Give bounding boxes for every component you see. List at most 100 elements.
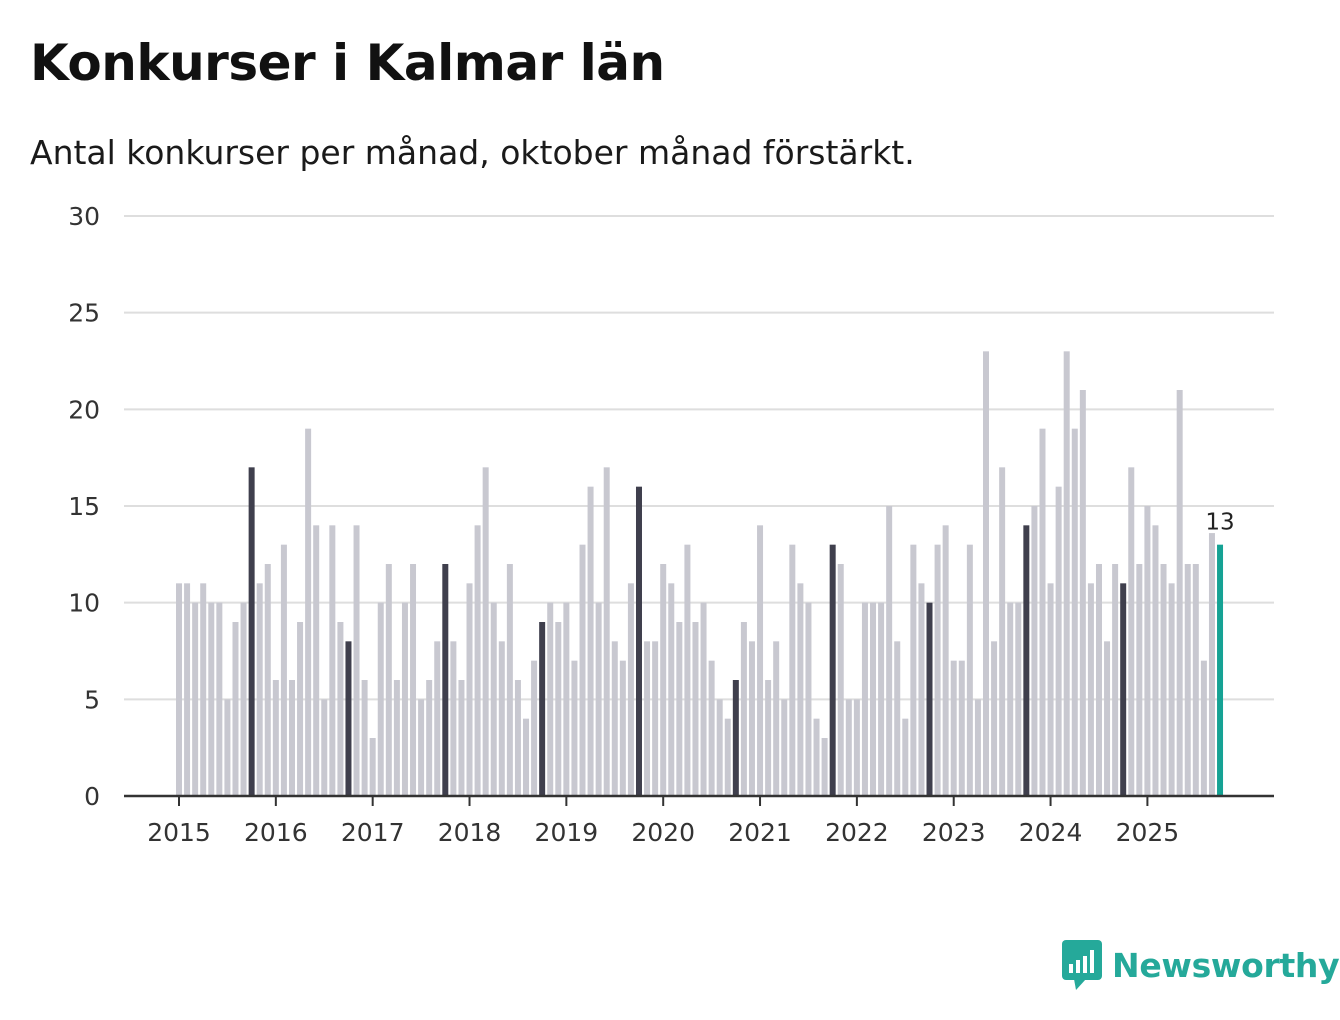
bar xyxy=(264,564,271,796)
bar xyxy=(1055,486,1062,796)
bar xyxy=(983,351,989,796)
x-tick-label: 2018 xyxy=(438,818,502,847)
bar xyxy=(805,602,812,796)
bar xyxy=(539,622,546,796)
bar xyxy=(1071,428,1078,796)
bar xyxy=(595,602,602,796)
bar xyxy=(232,622,239,796)
bar xyxy=(603,467,610,796)
bar xyxy=(1007,602,1014,796)
newsworthy-logo[interactable]: Newsworthy xyxy=(1062,940,1340,990)
bar xyxy=(781,699,788,796)
bar xyxy=(619,660,626,796)
y-tick-label: 25 xyxy=(68,299,100,328)
bar xyxy=(837,564,844,796)
bar xyxy=(740,622,747,796)
bar-chart-speech-bubble-icon xyxy=(1062,940,1102,990)
bar xyxy=(958,660,965,796)
bar xyxy=(644,641,651,796)
bar xyxy=(466,583,473,796)
bar xyxy=(579,544,586,796)
bar xyxy=(248,467,255,796)
bar xyxy=(813,718,820,796)
bar xyxy=(829,544,836,796)
bar xyxy=(385,564,392,796)
bar xyxy=(1168,583,1175,796)
bar xyxy=(288,680,295,796)
bar xyxy=(966,544,973,796)
bar xyxy=(999,467,1006,796)
x-tick-label: 2016 xyxy=(244,818,308,847)
bar xyxy=(902,718,909,796)
bar xyxy=(240,602,247,796)
bar xyxy=(797,583,804,796)
bar xyxy=(208,602,215,796)
bar xyxy=(870,602,877,796)
bar xyxy=(200,583,207,796)
bar xyxy=(757,525,764,796)
bar xyxy=(611,641,618,796)
bar xyxy=(773,641,780,796)
bar xyxy=(224,699,231,796)
bar xyxy=(272,680,279,796)
latest-value-label: 13 xyxy=(1205,510,1234,536)
chart-subtitle: Antal konkurser per månad, oktober månad… xyxy=(30,133,915,172)
bar xyxy=(555,622,562,796)
bar xyxy=(635,486,642,796)
bar xyxy=(1160,564,1167,796)
bar xyxy=(652,641,659,796)
bar xyxy=(1079,390,1086,796)
bar xyxy=(514,680,521,796)
bar xyxy=(974,699,981,796)
bar xyxy=(474,525,481,796)
bar xyxy=(458,680,465,796)
bar xyxy=(547,602,554,796)
x-tick-label: 2017 xyxy=(341,818,405,847)
bar xyxy=(894,641,901,796)
bar xyxy=(498,641,505,796)
bar xyxy=(587,486,594,796)
bar xyxy=(353,525,360,796)
bar xyxy=(426,680,433,796)
bar xyxy=(297,622,304,796)
chart-title: Konkurser i Kalmar län xyxy=(30,34,665,92)
bar xyxy=(676,622,683,796)
x-tick-label: 2022 xyxy=(825,818,889,847)
bar xyxy=(1095,564,1102,796)
bar xyxy=(1136,564,1143,796)
bar xyxy=(305,428,312,796)
bar xyxy=(886,506,893,796)
bar xyxy=(337,622,344,796)
bar xyxy=(369,738,376,796)
bar xyxy=(845,699,852,796)
x-tick-label: 2021 xyxy=(728,818,792,847)
bar xyxy=(821,738,828,796)
bar xyxy=(1047,583,1054,796)
bar xyxy=(708,660,715,796)
y-tick-label: 20 xyxy=(68,395,100,424)
bar xyxy=(450,641,457,796)
bar xyxy=(926,602,933,796)
bar xyxy=(668,583,675,796)
bar xyxy=(410,564,417,796)
bar xyxy=(918,583,925,796)
bar xyxy=(724,718,731,796)
bar xyxy=(1217,544,1224,796)
bar xyxy=(256,583,263,796)
bar xyxy=(853,699,860,796)
bar xyxy=(1104,641,1111,796)
bar xyxy=(401,602,408,796)
bar xyxy=(991,641,998,796)
bar xyxy=(1176,390,1183,796)
bar xyxy=(1023,525,1030,796)
x-tick-label: 2023 xyxy=(922,818,986,847)
bar xyxy=(1120,583,1127,796)
x-tick-label: 2019 xyxy=(535,818,599,847)
bars xyxy=(176,351,1224,796)
bar xyxy=(216,602,223,796)
bar xyxy=(490,602,497,796)
bar xyxy=(660,564,667,796)
y-tick-label: 30 xyxy=(68,202,100,231)
bar xyxy=(563,602,570,796)
